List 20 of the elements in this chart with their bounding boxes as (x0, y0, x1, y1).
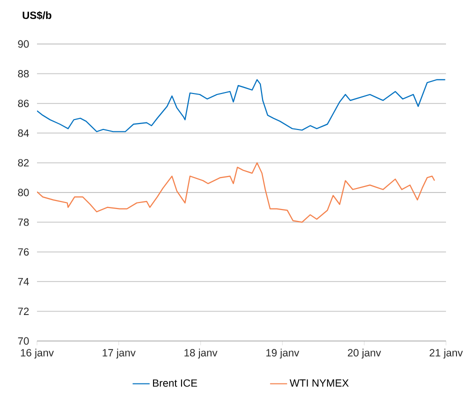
y-tick-label: 78 (18, 218, 29, 226)
y-tick-label: 88 (18, 70, 29, 78)
y-tick-label: 84 (18, 129, 29, 137)
x-tick-label: 18 janv (184, 348, 218, 359)
x-tick-label: 16 janv (20, 348, 54, 359)
y-tick-label: 80 (18, 188, 29, 196)
y-axis-title: US$/b (22, 11, 52, 20)
legend-label: Brent ICE (153, 379, 198, 387)
y-tick-label: 72 (18, 308, 29, 315)
y-tick-label: 86 (18, 100, 29, 108)
x-tick-label: 17 janv (102, 348, 136, 359)
y-tick-label: 90 (18, 40, 29, 48)
legend-label: WTI NYMEX (290, 379, 349, 387)
x-tick-label: 19 janv (266, 348, 300, 359)
y-tick-label: 82 (18, 159, 29, 167)
x-tick-label: 21 janv (430, 348, 463, 359)
y-tick-label: 76 (18, 248, 29, 256)
x-tick-label: 20 janv (348, 348, 382, 359)
y-tick-label: 70 (18, 337, 29, 345)
y-tick-label: 74 (18, 278, 29, 286)
